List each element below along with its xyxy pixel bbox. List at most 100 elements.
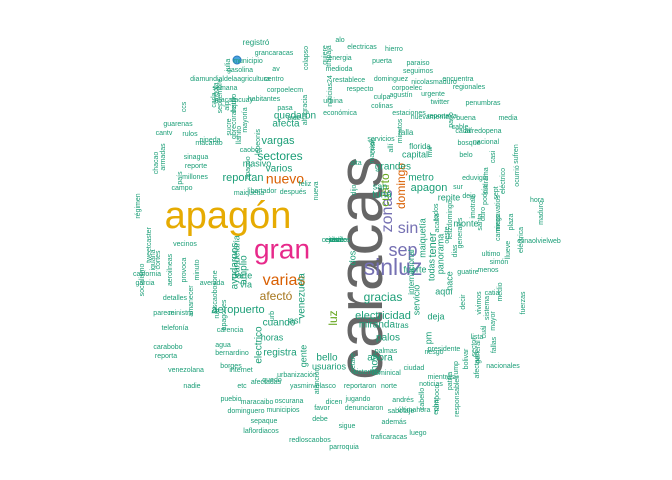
word: dominical [371, 370, 401, 377]
word: bello [316, 353, 338, 364]
word: bosque [458, 140, 481, 147]
word: venezolana [168, 367, 204, 374]
word: eléctrica [518, 227, 525, 253]
word: reportan [223, 172, 264, 184]
word: hoy [370, 355, 381, 371]
word: garcia [135, 280, 154, 287]
word: campo [171, 185, 192, 192]
word: alo [335, 37, 344, 44]
word: respecto [347, 86, 374, 93]
word: eléctrico [500, 168, 507, 194]
word: venezuela [297, 273, 308, 319]
word: ccs [181, 101, 188, 112]
word: ayudarnos [230, 243, 241, 290]
word: ultimo [482, 251, 501, 258]
word: colinas [371, 103, 393, 110]
word: iguana [150, 249, 157, 270]
word: cabello [419, 388, 426, 410]
word: penumbras [465, 100, 501, 107]
word: nuevamente [411, 114, 450, 121]
word: amplio [239, 255, 250, 285]
word: oscurana [275, 398, 304, 405]
word: noticias [419, 381, 443, 388]
word: carencia [217, 327, 244, 334]
word: puebio [220, 396, 241, 403]
word: apagones [221, 299, 228, 330]
word: alta [350, 160, 361, 167]
word: florida [409, 142, 431, 151]
word: septiembre [217, 79, 224, 114]
word: afectado [474, 351, 481, 378]
word: urgente [421, 91, 445, 98]
word: socialismo [139, 264, 146, 297]
word: sigue [339, 423, 356, 430]
word: dicen [326, 399, 343, 406]
word: allí [388, 143, 395, 152]
word: etc [237, 383, 247, 390]
word: apagon [411, 182, 448, 194]
word: dijo [351, 184, 358, 195]
word: horas [261, 332, 284, 342]
word: nueva [313, 181, 320, 200]
word: trump [453, 361, 460, 379]
word: reporteya [427, 113, 457, 120]
word: abril [329, 237, 343, 244]
word: régimen [135, 193, 142, 218]
word: elinaolvielweb [517, 238, 561, 245]
word: dos [347, 250, 357, 265]
word: dias [452, 244, 459, 257]
word: cuarto [378, 173, 392, 207]
word: amanecer [188, 285, 195, 317]
dot-icon [232, 55, 242, 65]
word: oeste [444, 226, 451, 243]
word: gracias [364, 290, 403, 304]
word: grandes [375, 162, 411, 173]
word: cantv [156, 130, 173, 137]
word: feliz [299, 181, 312, 188]
word: detalles [163, 295, 188, 302]
word: habitantes [248, 96, 281, 103]
word: santa [477, 213, 484, 230]
word: afectó [260, 289, 293, 303]
word: encuentra [442, 76, 473, 83]
word: luz [326, 310, 340, 325]
word: restablece [333, 77, 365, 84]
word: ahora [367, 353, 393, 364]
word: aeropuerto [211, 304, 264, 316]
word: plaza [508, 214, 515, 231]
word: ciudad [404, 365, 425, 372]
word: mayoría [242, 107, 249, 132]
word: caminos [495, 214, 502, 241]
word: quedo [262, 377, 282, 384]
word: urbina [323, 98, 343, 105]
word: ejército [325, 237, 348, 244]
word: california [133, 271, 161, 278]
word: afectadas [251, 379, 282, 386]
word: presidente [428, 346, 461, 353]
word: diamundialdelaagricultura [190, 76, 270, 83]
word: av [272, 66, 280, 73]
word: servicios [367, 136, 395, 143]
word: rulos [182, 131, 198, 138]
word: sinagua [184, 154, 209, 161]
word: crisis [370, 138, 377, 154]
word: llueve [505, 241, 512, 259]
word: monte [453, 218, 478, 228]
word: aeroilneas [167, 253, 174, 286]
word: sin [398, 220, 418, 237]
word: maduro [538, 201, 545, 225]
word: duro [480, 207, 487, 221]
word: pm [423, 332, 433, 345]
word: nacionales [486, 363, 520, 370]
word: urbanización [277, 372, 317, 379]
word: vivimos [476, 291, 483, 315]
word: hatillo [231, 94, 238, 112]
word: casi [490, 150, 497, 163]
word: traficaracas [371, 434, 408, 441]
word: fallas [491, 336, 498, 353]
word: vargas [261, 135, 295, 147]
word: electrico [254, 326, 265, 364]
word: catia [485, 290, 500, 297]
word: palmas [375, 348, 398, 355]
